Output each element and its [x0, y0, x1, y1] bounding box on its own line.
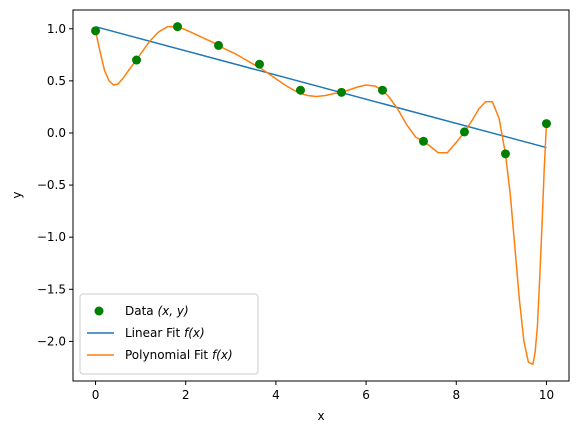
- data-point: [295, 85, 305, 95]
- x-tick-label: 4: [272, 388, 280, 402]
- x-tick-label: 8: [452, 388, 460, 402]
- data-point: [500, 149, 510, 159]
- x-tick-label: 10: [539, 388, 554, 402]
- data-point: [459, 127, 469, 137]
- legend-label: Linear Fit f(x): [125, 326, 205, 340]
- legend-label-text: Data: [125, 304, 157, 318]
- data-point: [337, 87, 347, 97]
- legend-label: Data (x, y): [125, 304, 189, 318]
- legend-label-math: f(x): [212, 348, 233, 362]
- y-tick-label: 0.5: [47, 74, 66, 88]
- x-tick-label: 2: [182, 388, 190, 402]
- x-tick-label: 0: [92, 388, 100, 402]
- legend: Data (x, y)Linear Fit f(x)Polynomial Fit…: [79, 293, 259, 375]
- data-point: [254, 59, 264, 69]
- legend-marker: [94, 306, 104, 316]
- y-tick-label: −1.5: [37, 282, 66, 296]
- legend-label-math: (x, y): [157, 304, 188, 318]
- data-point: [541, 119, 551, 129]
- y-tick-label: −0.5: [37, 178, 66, 192]
- data-point: [173, 22, 183, 32]
- legend-label: Polynomial Fit f(x): [125, 348, 233, 362]
- x-axis-title: x: [317, 409, 324, 423]
- data-point: [378, 85, 388, 95]
- legend-label-text: Linear Fit: [125, 326, 184, 340]
- y-tick-label: 1.0: [47, 22, 66, 36]
- data-point: [91, 26, 101, 36]
- series-line-linear-fit: [95, 25, 547, 149]
- y-tick-label: 0.0: [47, 126, 66, 140]
- y-axis-title: y: [10, 191, 24, 198]
- plot-area: [91, 22, 551, 366]
- legend-box: [79, 293, 259, 375]
- x-tick-label: 6: [362, 388, 370, 402]
- data-point: [214, 40, 224, 50]
- y-tick-label: −1.0: [37, 230, 66, 244]
- plot-frame: [72, 9, 570, 382]
- data-point: [132, 55, 142, 65]
- y-tick-label: −2.0: [37, 334, 66, 348]
- axes: 0 2 4 6 8 10 −2.0 −1.5 −1.0 −0.5 0.0 0.5 1.0: [37, 22, 554, 402]
- data-point: [418, 136, 428, 146]
- legend-label-math: f(x): [184, 326, 205, 340]
- legend-label-text: Polynomial Fit: [125, 348, 212, 362]
